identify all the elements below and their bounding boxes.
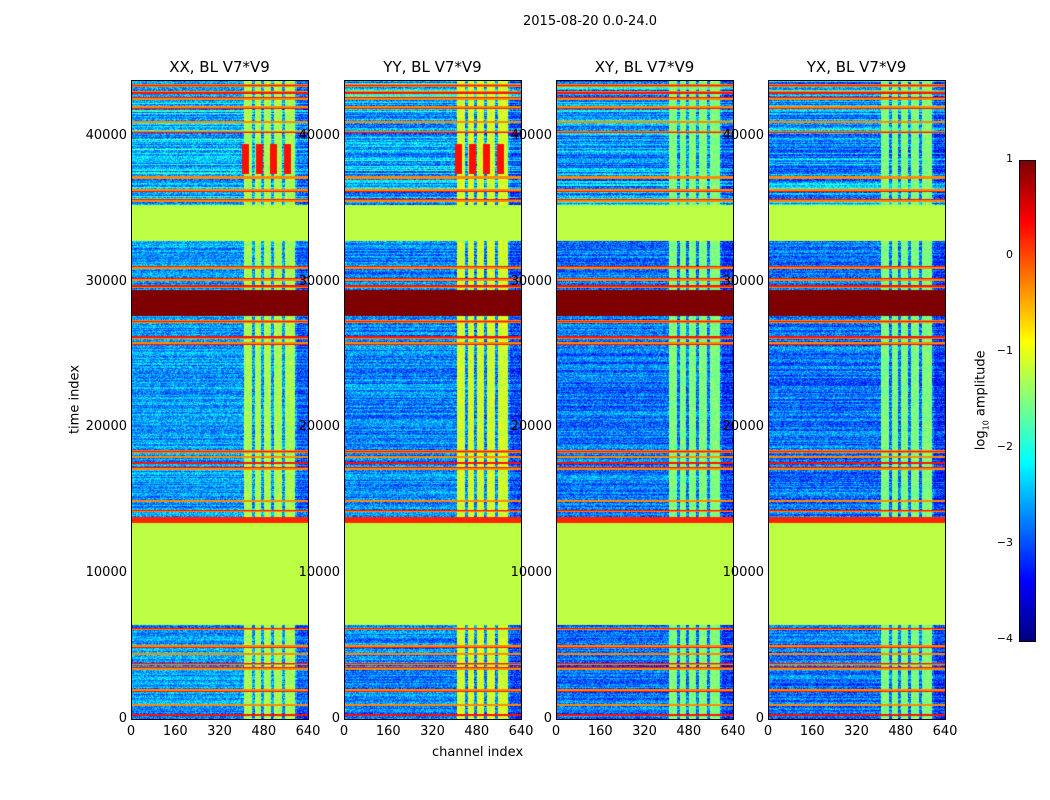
x-tick-label: 640 [508,724,534,739]
x-tick-label: 160 [587,724,613,739]
y-tick-label: 0 [331,711,340,726]
axes-frame [556,80,734,720]
y-axis-label: time index [67,364,83,435]
x-tick-label: 640 [295,724,321,739]
x-tick-label: 320 [844,724,869,739]
y-tick-label: 40000 [298,127,340,143]
x-tick-label: 160 [375,724,401,739]
y-tick-label: 0 [755,711,764,726]
x-tick-label: 0 [126,724,136,739]
axes-frame [131,80,309,720]
y-tick-label: 30000 [722,273,764,289]
y-tick-label: 40000 [85,127,127,143]
y-tick-label: 20000 [298,419,340,435]
x-tick-label: 0 [551,724,561,739]
x-tick-label: 160 [162,724,188,739]
colorbar-tick-label: 0 [1006,248,1013,261]
colorbar-tick-label: −3 [996,536,1013,549]
y-tick-label: 10000 [298,565,340,581]
y-tick-label: 0 [543,711,552,726]
y-tick-label: 30000 [85,273,127,289]
x-tick-label: 480 [888,724,914,739]
y-tick-label: 10000 [722,565,764,581]
heatmap-0 [131,80,308,719]
x-tick-label: 480 [251,724,277,739]
x-tick-label: 480 [676,724,702,739]
panel-title: YX, BL V7*V9 [806,58,907,76]
y-tick-label: 20000 [85,419,127,435]
y-tick-label: 30000 [510,273,552,289]
figure-title: 2015-08-20 0.0-24.0 [523,14,657,29]
x-tick-label: 160 [799,724,825,739]
y-tick-label: 10000 [510,565,552,581]
colorbar-tick-label: −2 [996,440,1013,453]
panel-title: XY, BL V7*V9 [594,58,695,76]
axes-frame [768,80,946,720]
axes-frame [344,80,522,720]
colorbar [1019,160,1036,642]
heatmap-1 [344,80,521,719]
panel-title: YY, BL V7*V9 [383,58,482,76]
y-tick-label: 40000 [722,127,764,143]
x-axis-label: channel index [432,745,524,760]
x-tick-label: 320 [207,724,232,739]
x-tick-label: 640 [932,724,958,739]
y-tick-label: 0 [118,711,127,726]
colorbar-tick-label: 1 [1006,152,1013,165]
x-tick-label: 0 [763,724,773,739]
y-tick-label: 40000 [510,127,552,143]
colorbar-tick-label: −1 [996,344,1013,357]
x-tick-label: 480 [464,724,490,739]
heatmap-3 [768,80,945,719]
panel-title: XX, BL V7*V9 [169,58,270,76]
y-tick-label: 20000 [722,419,764,435]
y-tick-label: 20000 [510,419,552,435]
x-tick-label: 320 [632,724,657,739]
heatmap-2 [556,80,733,719]
x-tick-label: 640 [720,724,746,739]
y-tick-label: 30000 [298,273,340,289]
x-tick-label: 320 [420,724,445,739]
y-tick-label: 10000 [85,565,127,581]
colorbar-label: log10 amplitude [973,350,991,451]
colorbar-tick-label: −4 [996,632,1013,645]
x-tick-label: 0 [339,724,349,739]
